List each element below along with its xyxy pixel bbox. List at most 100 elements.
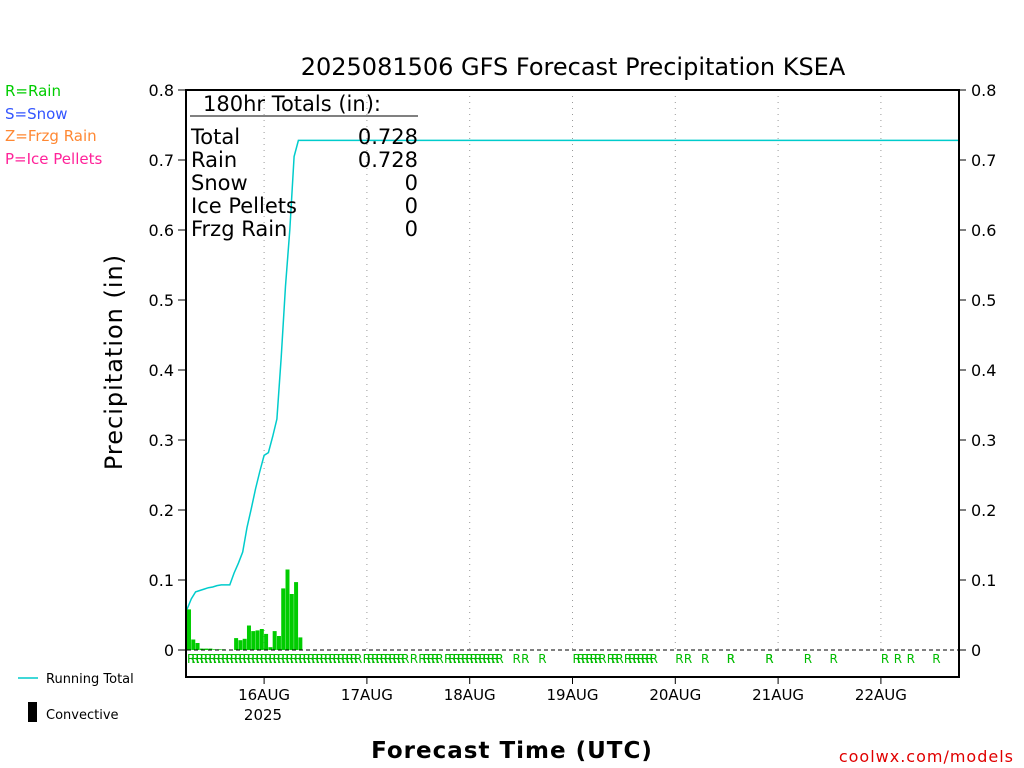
x-tick-label: 20AUG — [649, 686, 701, 704]
rain-marker: R — [350, 652, 358, 666]
totals-row-value: 0 — [405, 217, 418, 241]
x-axis-label: Forecast Time (UTC) — [371, 738, 653, 764]
rain-marker: R — [645, 652, 653, 666]
rain-marker: R — [538, 652, 546, 666]
running-total-legend: Running Total — [46, 672, 134, 687]
rain-marker: R — [457, 652, 465, 666]
line-legend: Running Total Convective — [18, 672, 134, 723]
rain-marker: R — [388, 652, 396, 666]
precip-bar — [199, 648, 204, 650]
x-tick-label: 22AUG — [855, 686, 907, 704]
running-total-line — [186, 139, 958, 610]
rain-marker: R — [191, 652, 199, 666]
rain-marker: R — [765, 652, 773, 666]
rain-marker: R — [221, 652, 229, 666]
rain-marker: R — [264, 652, 272, 666]
rain-marker: R — [354, 652, 362, 666]
x-tick-label: 21AUG — [752, 686, 804, 704]
y-tick-label-right: 0.2 — [971, 501, 996, 520]
legend-frzg-rain: Z=Frzg Rain — [5, 127, 97, 145]
rain-marker: R — [328, 652, 336, 666]
rain-marker: R — [256, 652, 264, 666]
rain-marker: R — [701, 652, 709, 666]
totals-header: 180hr Totals (in): — [203, 92, 381, 116]
rain-marker: R — [273, 652, 281, 666]
rain-marker: R — [641, 652, 649, 666]
rain-marker: R — [624, 652, 632, 666]
totals-row-label: Ice Pellets — [191, 194, 297, 218]
rain-marker: R — [213, 652, 221, 666]
rain-marker: R — [470, 652, 478, 666]
precip-bar — [268, 647, 273, 650]
rain-marker: R — [234, 652, 242, 666]
precip-bar — [294, 582, 299, 650]
rain-marker: R — [465, 652, 473, 666]
rain-marker: R — [453, 652, 461, 666]
totals-row-label: Rain — [191, 148, 237, 172]
precip-bar — [289, 594, 294, 650]
rain-marker: R — [765, 652, 773, 666]
rain-marker: R — [208, 652, 216, 666]
legend-snow: S=Snow — [5, 105, 68, 123]
rain-marker: R — [247, 652, 255, 666]
rain-marker: R — [371, 652, 379, 666]
x-axis: 16AUG 17AUG 18AUG 19AUG 20AUG 21AUG 22AUG — [238, 677, 907, 704]
rain-marker: R — [581, 652, 589, 666]
y-tick-label-right: 0.3 — [971, 431, 996, 450]
rain-marker: R — [290, 652, 298, 666]
precip-bar — [208, 648, 213, 650]
y-tick-label: 0.1 — [149, 571, 174, 590]
rain-marker: R — [650, 652, 658, 666]
rain-marker: R — [435, 652, 443, 666]
precip-bar — [234, 638, 239, 650]
y-tick-label-right: 0.4 — [971, 361, 996, 380]
rain-marker: R — [375, 652, 383, 666]
rain-marker: R — [294, 652, 302, 666]
rain-marker: R — [345, 652, 353, 666]
rain-marker: R — [932, 652, 940, 666]
rain-marker: R — [316, 652, 324, 666]
precip-bar — [281, 588, 286, 650]
rain-marker: R — [427, 652, 435, 666]
rain-marker: R — [461, 652, 469, 666]
rain-marker: R — [341, 652, 349, 666]
rain-marker: R — [611, 652, 619, 666]
rain-marker: R — [397, 652, 405, 666]
rain-marker: R — [483, 652, 491, 666]
rain-marker: R — [628, 652, 636, 666]
rain-marker: R — [226, 652, 234, 666]
precip-bar — [298, 637, 303, 650]
rain-marker: R — [311, 652, 319, 666]
y-tick-label: 0.5 — [149, 291, 174, 310]
y-tick-label-right: 0.5 — [971, 291, 996, 310]
totals-row-value: 0.728 — [358, 148, 418, 172]
source-url: coolwx.com/models — [839, 747, 1014, 766]
totals-table: 180hr Totals (in): Total 0.728 Rain 0.728 Sn… — [190, 92, 418, 241]
y-tick-label: 0.3 — [149, 431, 174, 450]
totals-row-label: Frzg Rain — [191, 217, 287, 241]
y-axis: 0 00.1 0.10.2 0.20.3 0.30.4 0.40.5 0.50.6 0.60.… — [149, 81, 997, 660]
rain-marker: R — [418, 652, 426, 666]
y-tick-label-right: 0.7 — [971, 151, 996, 170]
rain-marker: R — [363, 652, 371, 666]
legend-rain: R=Rain — [5, 82, 61, 100]
precip-bar — [212, 649, 217, 650]
rain-marker: R — [590, 652, 598, 666]
precip-bar — [242, 638, 247, 650]
rain-marker: R — [367, 652, 375, 666]
rain-marker: R — [585, 652, 593, 666]
y-tick-label: 0.2 — [149, 501, 174, 520]
x-tick-label: 16AUG — [238, 686, 290, 704]
rain-marker: R — [598, 652, 606, 666]
precip-bar — [187, 609, 191, 650]
y-tick-label-right: 0.1 — [971, 571, 996, 590]
chart-title: 2025081506 GFS Forecast Precipitation KS… — [301, 53, 846, 81]
rain-marker: R — [230, 652, 238, 666]
rain-marker: R — [410, 652, 418, 666]
precip-bar — [276, 636, 281, 650]
y-tick-label-right: 0.6 — [971, 221, 996, 240]
rain-marker: R — [478, 652, 486, 666]
rain-marker: R — [277, 652, 285, 666]
precip-bar — [255, 630, 260, 650]
rain-marker: R — [307, 652, 315, 666]
